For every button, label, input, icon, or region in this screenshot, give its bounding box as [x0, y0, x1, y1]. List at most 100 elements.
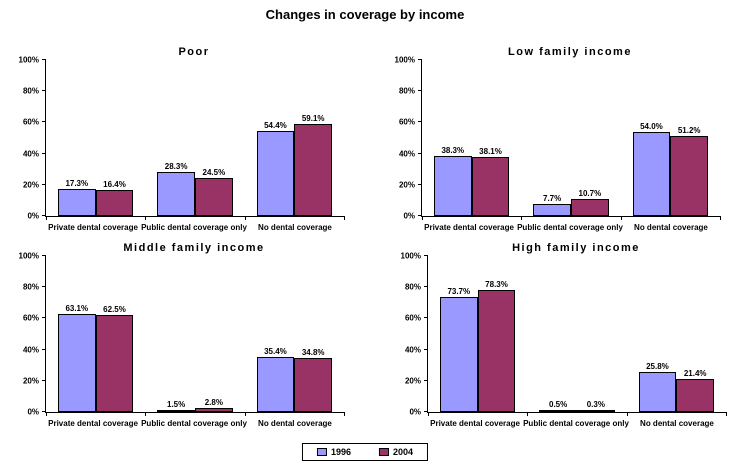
x-axis-labels: Private dental coverage Public dental cov… — [45, 419, 343, 428]
bar-1996: 1.5% — [157, 400, 195, 412]
bar-group: 25.8% 21.4% — [627, 256, 726, 412]
y-axis-label: 40% — [22, 345, 39, 355]
chart-title: Changes in coverage by income — [265, 7, 465, 22]
bar-group: 63.1% 62.5% — [46, 256, 145, 412]
y-axis-tick — [424, 317, 428, 319]
y-axis-tick — [42, 255, 46, 256]
bar-group: 73.7% 78.3% — [428, 256, 527, 412]
bar-value-label: 34.8% — [301, 347, 325, 357]
chart-panel: Low family income 0% 20% 40% 60% 80% 100% 38.3%… — [386, 46, 730, 240]
legend: 1996 2004 — [301, 443, 429, 461]
y-axis-tick — [42, 90, 46, 92]
y-axis-label: 0% — [27, 407, 39, 417]
panel-title: High family income — [512, 242, 640, 254]
y-axis-tick — [42, 152, 46, 154]
bar-group: 35.4% 34.8% — [245, 256, 344, 412]
bar-value-label: 28.3% — [164, 161, 188, 171]
bar-1996: 0.5% — [539, 400, 577, 412]
x-axis-label: No dental coverage — [258, 223, 332, 232]
y-axis-tick — [418, 59, 422, 60]
x-axis-label: Private dental coverage — [48, 223, 138, 232]
y-axis-tick — [42, 59, 46, 60]
bar-1996: 25.8% — [638, 362, 677, 412]
y-axis-label: 60% — [404, 313, 421, 323]
y-axis-tick — [42, 348, 46, 350]
x-axis-tick — [46, 216, 47, 220]
x-axis-tick — [726, 412, 727, 416]
y-axis-tick — [418, 121, 422, 123]
y-axis-label: 0% — [27, 211, 39, 221]
y-axis-label: 40% — [398, 149, 415, 159]
bar-value-label: 78.3% — [485, 279, 508, 289]
x-axis-tick — [620, 216, 622, 220]
y-axis-label: 100% — [18, 55, 39, 65]
x-axis-tick — [521, 216, 523, 220]
legend-label: 1996 — [330, 447, 351, 457]
bar-1996: 54.0% — [632, 122, 671, 216]
bar-2004: 51.2% — [670, 126, 709, 216]
bar-value-label: 54.4% — [264, 121, 287, 131]
bar-2004: 16.4% — [95, 180, 134, 216]
bar-value-label: 21.4% — [683, 368, 707, 378]
x-axis-tick — [46, 412, 47, 416]
y-axis-tick — [418, 183, 422, 185]
y-axis-label: 80% — [22, 86, 39, 96]
bar-value-label: 54.0% — [640, 121, 663, 131]
bar-groups: 17.3% 16.4% 28.3% 24.5% 54.4% 59.1% — [46, 60, 344, 216]
panel-title: Middle family income — [123, 242, 265, 254]
x-axis-tick — [720, 216, 721, 220]
y-axis-label: 20% — [398, 180, 415, 190]
x-axis-label: No dental coverage — [258, 419, 332, 428]
bar-value-label: 62.5% — [103, 304, 126, 314]
y-axis-label: 100% — [400, 251, 421, 261]
y-axis-label: 80% — [404, 282, 421, 292]
x-axis-tick — [244, 216, 246, 220]
bar-1996: 35.4% — [256, 347, 295, 412]
bar-value-label: 73.7% — [447, 287, 471, 297]
bar-1996: 54.4% — [256, 121, 295, 216]
y-axis-tick — [424, 379, 428, 381]
y-axis-label: 20% — [22, 376, 39, 386]
bar-1996: 63.1% — [57, 304, 96, 412]
x-axis-tick — [527, 412, 529, 416]
bar-1996: 17.3% — [57, 179, 96, 216]
y-axis-label: 100% — [394, 55, 415, 65]
y-axis-tick — [42, 215, 46, 216]
y-axis-tick — [424, 348, 428, 350]
x-axis-tick — [145, 412, 147, 416]
x-axis-label: Public dental coverage only — [523, 419, 629, 428]
bar-value-label: 63.1% — [65, 303, 89, 313]
bar-group: 28.3% 24.5% — [145, 60, 244, 216]
bar-group: 54.0% 51.2% — [621, 60, 720, 216]
y-axis-label: 20% — [404, 376, 421, 386]
bar-value-label: 38.3% — [441, 146, 465, 156]
y-axis-tick — [418, 90, 422, 92]
bar-1996: 38.3% — [433, 146, 472, 216]
bar-2004: 21.4% — [676, 369, 715, 412]
plot-area: 0% 20% 40% 60% 80% 100% 17.3% 16.4% 28.3% 24.5% 54… — [19, 56, 345, 221]
y-axis-label: 60% — [22, 313, 39, 323]
y-axis-tick — [42, 411, 46, 412]
x-axis-label: Private dental coverage — [424, 223, 514, 232]
bar-group: 0.5% 0.3% — [527, 256, 626, 412]
bar-2004: 0.3% — [576, 400, 615, 412]
bar-value-label: 51.2% — [677, 126, 701, 136]
bar-value-label: 10.7% — [578, 189, 602, 199]
x-axis-tick — [626, 412, 628, 416]
x-axis-label: No dental coverage — [634, 223, 708, 232]
bar-2004: 24.5% — [194, 168, 233, 216]
y-axis-label: 60% — [398, 117, 415, 127]
panel-title: Poor — [178, 46, 210, 58]
x-axis-label: Public dental coverage only — [141, 419, 247, 428]
bar-2004: 78.3% — [477, 280, 516, 412]
y-axis-label: 0% — [403, 211, 415, 221]
bar-1996: 28.3% — [157, 162, 195, 216]
bar-group: 38.3% 38.1% — [422, 60, 521, 216]
bar-group: 54.4% 59.1% — [245, 60, 344, 216]
x-axis-label: Private dental coverage — [430, 419, 520, 428]
y-axis-tick — [418, 215, 422, 216]
chart-panel: High family income 0% 20% 40% 60% 80% 100% 73.7… — [392, 242, 730, 436]
panel-title: Low family income — [508, 46, 632, 58]
y-axis-tick — [42, 317, 46, 319]
